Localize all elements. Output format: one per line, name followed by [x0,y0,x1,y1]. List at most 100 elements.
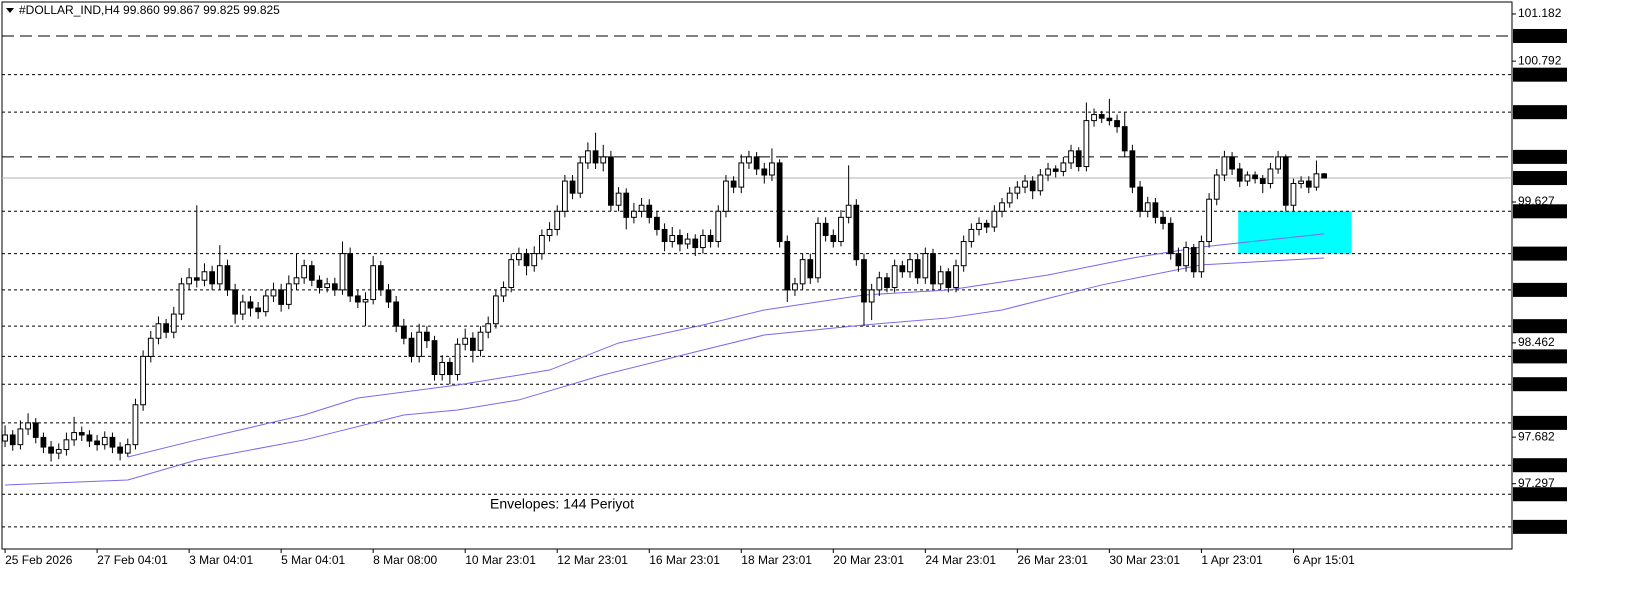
candle-body [446,361,453,376]
candle-body [377,265,384,291]
candle-body [677,234,683,245]
x-tick-label: 16 Mar 23:01 [649,553,720,567]
candle-body [585,150,591,164]
candle-body [968,228,975,243]
candle-body [439,361,446,376]
candle-body [477,331,484,351]
candle-body [516,253,522,261]
candle-body [845,204,852,218]
candle-body [907,259,913,273]
candle-body [508,259,515,288]
candle-body [485,323,492,333]
candle-body [615,192,622,206]
candle-body [255,307,262,313]
candle-body [608,156,614,206]
candle-body [71,432,77,441]
candle-body [1129,150,1136,188]
level-label: 98.600 [1518,318,1555,332]
candle-body [953,265,959,288]
level-label: 96.940 [1518,519,1555,533]
candle-body [1252,174,1258,180]
candle-body [1137,186,1143,212]
x-tick-label: 1 Apr 23:01 [1201,553,1263,567]
candle-body [239,301,246,315]
candle-body [117,446,123,454]
candle-body [1213,174,1220,200]
x-tick-label: 20 Mar 23:01 [833,553,904,567]
level-label: 99.550 [1518,203,1555,217]
candle-body [209,271,216,285]
candle-body [638,204,645,212]
candle-body [147,337,154,357]
candle-body [1037,174,1044,192]
candle-body [577,162,584,194]
candle-body [408,337,415,357]
candle-body [1275,156,1281,170]
candle-body [723,180,729,212]
x-tick-label: 18 Mar 23:01 [741,553,812,567]
candle-body [769,162,775,176]
x-tick-label: 26 Mar 23:01 [1017,553,1088,567]
current-price-label: 99.825 [1518,170,1555,184]
candle-body [891,265,898,288]
candle-body [884,277,890,288]
candle-body [1152,202,1159,218]
candle-body [746,156,752,164]
x-tick-label: 25 Feb 2026 [5,553,73,567]
candle-body [316,279,323,288]
candle-body [654,216,660,230]
candle-body [822,222,829,236]
candle-body [132,404,139,446]
level-label-box [1513,149,1567,164]
candle-body [1006,192,1013,204]
candle-body [546,228,553,236]
candle-body [454,343,461,376]
candle-body [707,234,714,243]
candle-body [753,156,760,170]
candle-body [500,286,507,297]
candle-body [393,301,400,327]
candle-body [55,448,62,454]
candle-body [224,265,231,291]
candle-body [2,434,8,442]
candle-body [554,210,561,230]
candle-body [17,428,24,446]
candle-body [700,234,706,249]
candle-body [1183,247,1189,267]
candle-body [155,323,162,339]
envelope-line [127,233,1325,458]
candle-body [684,238,691,245]
level-label: 101.000 [1518,28,1562,42]
candle-body [562,180,568,212]
candle-body [799,259,806,285]
candle-body [1305,180,1312,188]
candle-body [1298,180,1304,184]
candle-body [1206,198,1212,243]
x-tick-label: 6 Apr 15:01 [1293,553,1355,567]
candle-body [960,241,967,267]
candle-body [830,234,837,243]
level-label-box [1513,28,1567,43]
candle-body [170,313,177,333]
level-label: 97.450 [1518,457,1555,471]
menu-triangle[interactable] [6,8,14,13]
candle-body [1098,114,1105,119]
candle-body [861,259,867,303]
candle-body [646,204,653,218]
candle-body [1198,241,1205,273]
candle-body [784,241,791,291]
x-tick-label: 30 Mar 23:01 [1109,553,1180,567]
level-label: 98.900 [1518,282,1555,296]
candle-body [385,289,392,303]
candle-body [370,265,377,301]
candle-body [48,446,54,454]
candle-body [163,323,169,333]
candle-body [354,295,361,303]
envelope-line [5,257,1325,486]
candle-body [592,150,599,164]
level-label: 100.000 [1518,149,1562,163]
level-label-box [1513,377,1567,392]
candle-body [400,325,407,339]
candle-body [140,355,146,406]
candle-body [1190,247,1197,273]
